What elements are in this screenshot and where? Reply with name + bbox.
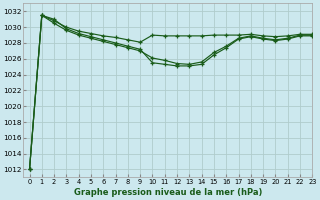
X-axis label: Graphe pression niveau de la mer (hPa): Graphe pression niveau de la mer (hPa): [74, 188, 262, 197]
